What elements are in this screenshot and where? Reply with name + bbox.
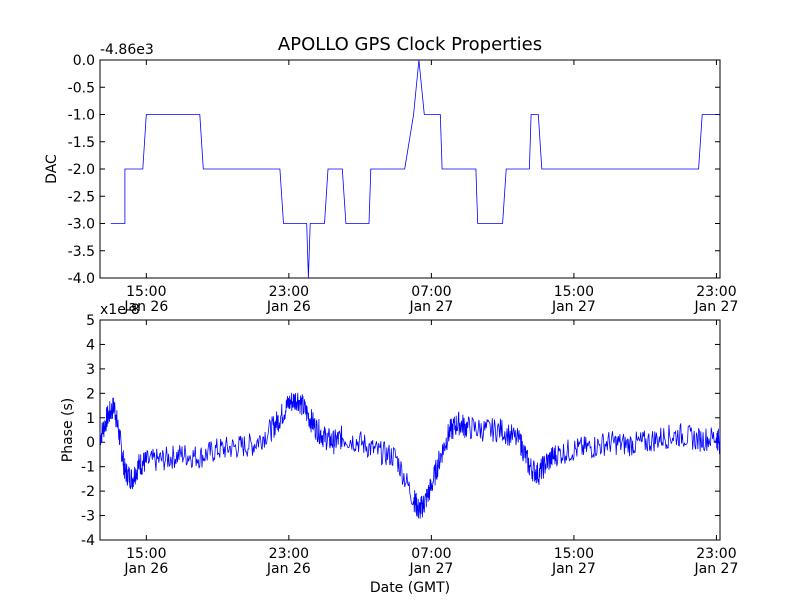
dac-panel: -4.86e3 DAC 0.0 -0.5 -1.0 -1.5 -2.0 -2.5 -3.0 -… xyxy=(44,42,738,315)
x-tick-date-label: Jan 26 xyxy=(266,299,311,315)
y-tick-label: -4 xyxy=(81,533,95,549)
phase-y-ticks: 5 4 3 2 1 0 -1 -2 -3 -4 xyxy=(81,313,720,549)
chart-title: APOLLO GPS Clock Properties xyxy=(278,34,542,55)
y-tick-label: 1 xyxy=(86,411,95,427)
x-tick-time-label: 23:00 xyxy=(696,284,736,300)
y-tick-label: 4 xyxy=(86,337,95,353)
dac-y-ticks: 0.0 -0.5 -1.0 -1.5 -2.0 -2.5 -3.0 -3.5 -4.0 xyxy=(68,53,720,287)
y-tick-label: -1.5 xyxy=(68,135,95,151)
y-tick-label: 0 xyxy=(86,435,95,451)
dac-ylabel: DAC xyxy=(44,154,60,184)
dac-series-line xyxy=(110,59,720,279)
y-tick-label: -3 xyxy=(81,509,95,525)
x-tick-date-label: Jan 27 xyxy=(408,561,453,577)
y-tick-label: -4.0 xyxy=(68,271,95,287)
x-tick-time-label: 15:00 xyxy=(126,284,166,300)
y-tick-label: -2 xyxy=(81,484,95,500)
x-tick-time-label: 23:00 xyxy=(696,546,736,562)
x-tick-date-label: Jan 26 xyxy=(266,561,311,577)
y-tick-label: -1 xyxy=(81,460,95,476)
y-tick-label: 5 xyxy=(86,313,95,329)
x-tick-time-label: 07:00 xyxy=(411,284,451,300)
x-tick-time-label: 23:00 xyxy=(269,546,309,562)
x-tick-time-label: 15:00 xyxy=(554,546,594,562)
phase-ylabel: Phase (s) xyxy=(60,398,76,462)
y-tick-label: -2.0 xyxy=(68,162,95,178)
x-tick-date-label: Jan 27 xyxy=(694,299,739,315)
y-tick-label: 0.0 xyxy=(73,53,95,69)
x-tick-date-label: Jan 27 xyxy=(694,561,739,577)
y-tick-label: 3 xyxy=(86,362,95,378)
dac-offset-label: -4.86e3 xyxy=(100,42,154,58)
x-tick-time-label: 07:00 xyxy=(411,546,451,562)
x-tick-time-label: 15:00 xyxy=(554,284,594,300)
phase-offset-label: x1e-8 xyxy=(100,302,140,318)
x-tick-date-label: Jan 26 xyxy=(123,561,168,577)
phase-plot-frame xyxy=(99,319,721,541)
phase-series-line xyxy=(99,392,721,519)
y-tick-label: -3.5 xyxy=(68,244,95,260)
y-tick-label: -2.5 xyxy=(68,189,95,205)
y-tick-label: 2 xyxy=(86,386,95,402)
x-tick-time-label: 15:00 xyxy=(126,546,166,562)
x-tick-date-label: Jan 26 xyxy=(123,299,168,315)
x-tick-date-label: Jan 27 xyxy=(551,561,596,577)
y-tick-label: -0.5 xyxy=(68,80,95,96)
x-tick-date-label: Jan 27 xyxy=(551,299,596,315)
x-tick-date-label: Jan 27 xyxy=(408,299,453,315)
phase-xlabel: Date (GMT) xyxy=(370,580,450,596)
x-tick-time-label: 23:00 xyxy=(269,284,309,300)
y-tick-label: -1.0 xyxy=(68,108,95,124)
y-tick-label: -3.0 xyxy=(68,217,95,233)
